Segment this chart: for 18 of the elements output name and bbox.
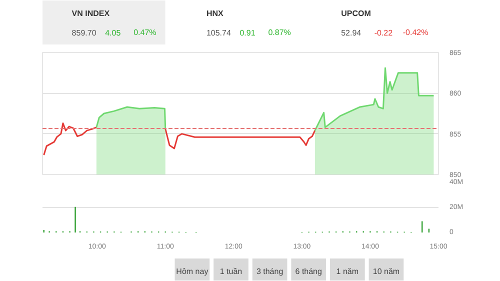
text: 10 năm <box>372 267 400 276</box>
text: 52.94 <box>341 28 362 38</box>
text: 859.70 <box>72 28 97 38</box>
text: 0.87% <box>268 28 291 37</box>
text: UPCOM <box>341 9 372 18</box>
text: 1 năm <box>336 267 359 276</box>
text: 1 tuần <box>220 267 242 276</box>
text: Hôm nay <box>176 267 208 276</box>
text: 3 tháng <box>256 267 284 276</box>
text: HNX <box>206 9 224 18</box>
text: -0.42% <box>402 28 428 37</box>
text: VN INDEX <box>72 9 110 18</box>
text: 4.05 <box>105 28 122 38</box>
text: 6 tháng <box>295 267 322 276</box>
text: 0.91 <box>240 28 256 38</box>
text: 105.74 <box>206 28 232 38</box>
text: 0.47% <box>134 28 156 37</box>
text: -0.22 <box>374 28 394 38</box>
